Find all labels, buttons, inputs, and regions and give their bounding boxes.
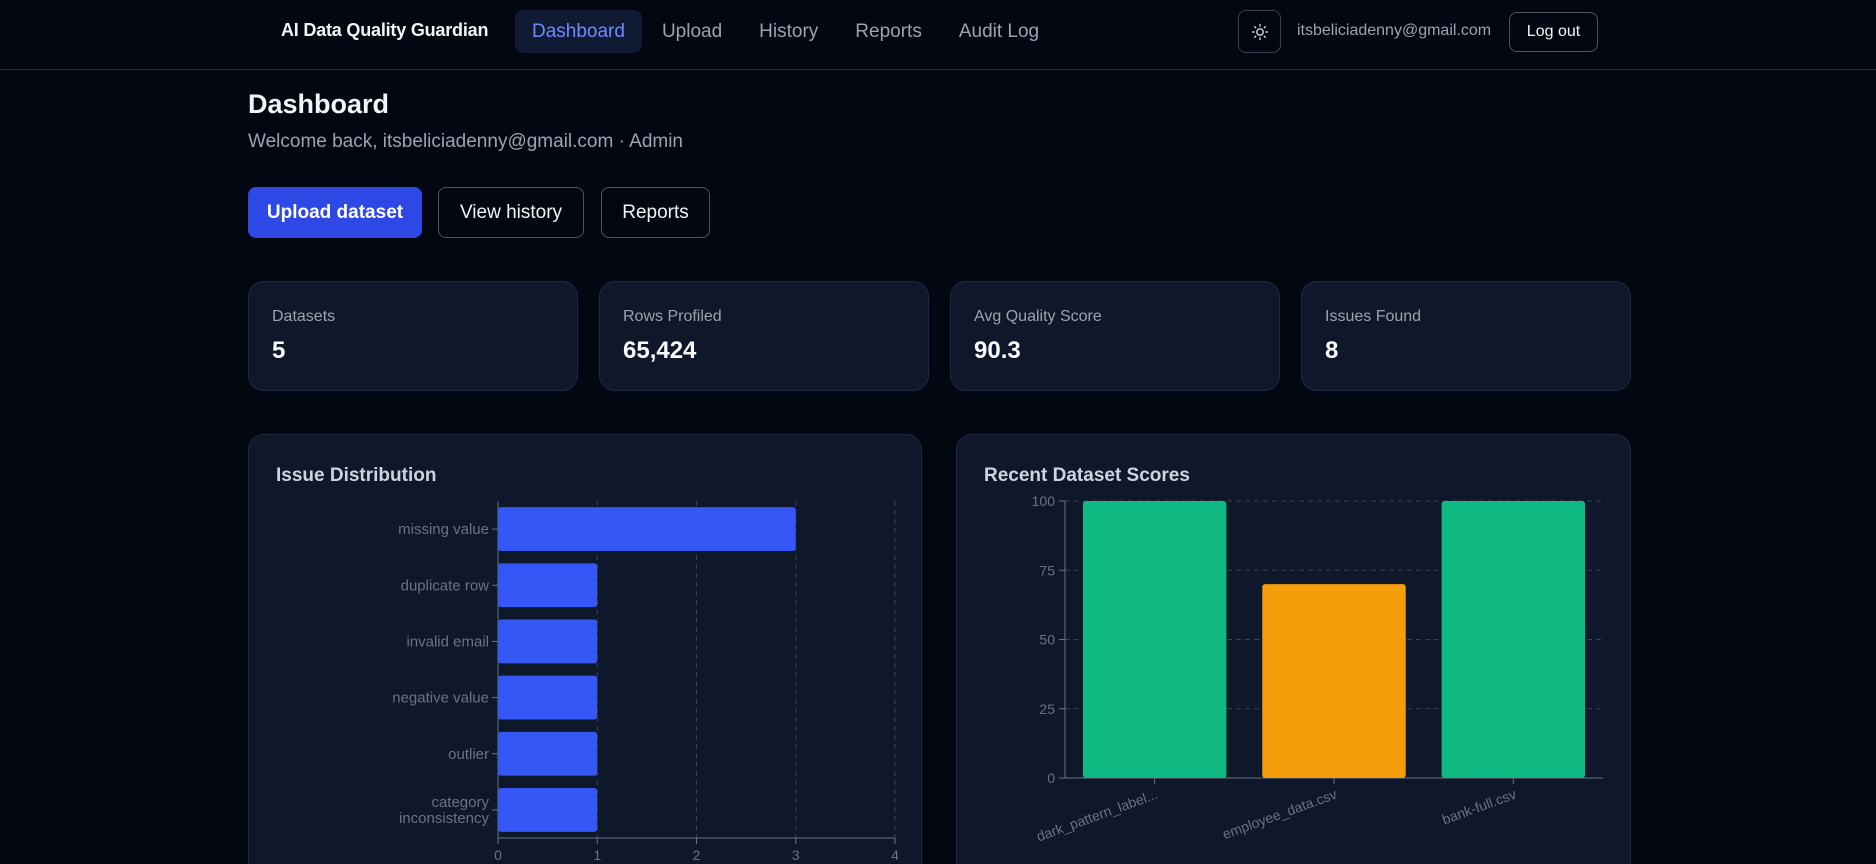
stat-label: Avg Quality Score <box>974 308 1102 325</box>
x-tick-label: 3 <box>792 847 800 863</box>
y-tick-label: outlier <box>448 746 489 763</box>
x-tick-label: bank-full.csv <box>1440 786 1519 828</box>
x-tick-label: 1 <box>593 847 601 863</box>
stat-card-avg-quality-score: Avg Quality Score 90.3 <box>950 281 1280 391</box>
y-tick-label: negative value <box>392 690 489 707</box>
nav-upload[interactable]: Upload <box>661 21 723 42</box>
bar <box>498 788 598 832</box>
y-tick-label: 75 <box>1039 562 1055 578</box>
bar <box>498 507 796 551</box>
stat-label: Rows Profiled <box>623 308 722 325</box>
chart-title: Recent Dataset Scores <box>984 465 1190 486</box>
user-email: itsbeliciadenny@gmail.com <box>1297 22 1492 39</box>
bar <box>1082 501 1227 778</box>
nav-history[interactable]: History <box>759 21 819 42</box>
logout-button[interactable]: Log out <box>1509 12 1598 52</box>
y-tick-label: duplicate row <box>401 577 490 594</box>
x-tick-label: employee_data.csv <box>1220 786 1339 842</box>
welcome-text: Welcome back, itsbeliciadenny@gmail.com … <box>248 131 683 152</box>
stat-card-rows-profiled: Rows Profiled 65,424 <box>599 281 929 391</box>
issue-distribution-chart: 0 1 2 3 4 missing value duplicate row invalid e… <box>392 501 899 863</box>
sun-icon <box>1251 23 1268 40</box>
page-title: Dashboard <box>248 89 390 119</box>
x-tick-label: 0 <box>494 847 502 863</box>
y-tick-label: invalid email <box>406 633 489 650</box>
stat-card-datasets: Datasets 5 <box>248 281 578 391</box>
app-brand[interactable]: AI Data Quality Guardian <box>281 20 489 40</box>
upload-dataset-button[interactable]: Upload dataset <box>248 187 422 238</box>
bar <box>498 731 598 776</box>
bar <box>1441 501 1586 778</box>
nav-audit-log[interactable]: Audit Log <box>958 21 1040 42</box>
reports-button[interactable]: Reports <box>601 187 710 238</box>
recent-scores-panel: Recent Dataset Scores 0 25 50 75 100 dark_pat… <box>956 434 1631 864</box>
x-tick-label: 2 <box>693 847 701 863</box>
stat-value: 65,424 <box>623 337 697 364</box>
nav-dashboard[interactable]: Dashboard <box>515 10 642 53</box>
bar <box>498 675 598 720</box>
y-tick-label: missing value <box>398 521 489 538</box>
y-tick-label: 25 <box>1039 701 1055 717</box>
y-tick-label: inconsistency <box>399 810 490 827</box>
stat-value: 90.3 <box>974 337 1021 364</box>
x-tick-label: dark_pattern_label... <box>1034 786 1159 845</box>
bar <box>498 619 598 664</box>
y-tick-label: 50 <box>1039 632 1055 648</box>
y-tick-label: category <box>431 794 489 811</box>
bar <box>498 563 598 608</box>
recent-scores-chart: 0 25 50 75 100 dark_pattern_label... employee_… <box>1032 493 1603 845</box>
stat-value: 8 <box>1325 337 1339 364</box>
view-history-button[interactable]: View history <box>438 187 584 238</box>
stat-label: Issues Found <box>1325 308 1422 325</box>
stat-label: Datasets <box>272 308 336 325</box>
issue-distribution-panel: Issue Distribution 0 1 2 3 4 missing value dup… <box>248 434 922 864</box>
stat-card-issues-found: Issues Found 8 <box>1301 281 1631 391</box>
bar <box>1262 584 1406 778</box>
nav-reports[interactable]: Reports <box>855 21 922 42</box>
y-tick-label: 0 <box>1047 770 1055 786</box>
main-nav: Dashboard Upload History Reports Audit L… <box>515 10 1059 53</box>
theme-toggle-button[interactable] <box>1238 10 1281 53</box>
y-tick-label: 100 <box>1032 493 1056 509</box>
stat-value: 5 <box>272 337 286 364</box>
chart-title: Issue Distribution <box>276 465 437 486</box>
x-tick-label: 4 <box>891 847 899 863</box>
top-navbar: AI Data Quality Guardian Dashboard Uploa… <box>0 0 1876 70</box>
